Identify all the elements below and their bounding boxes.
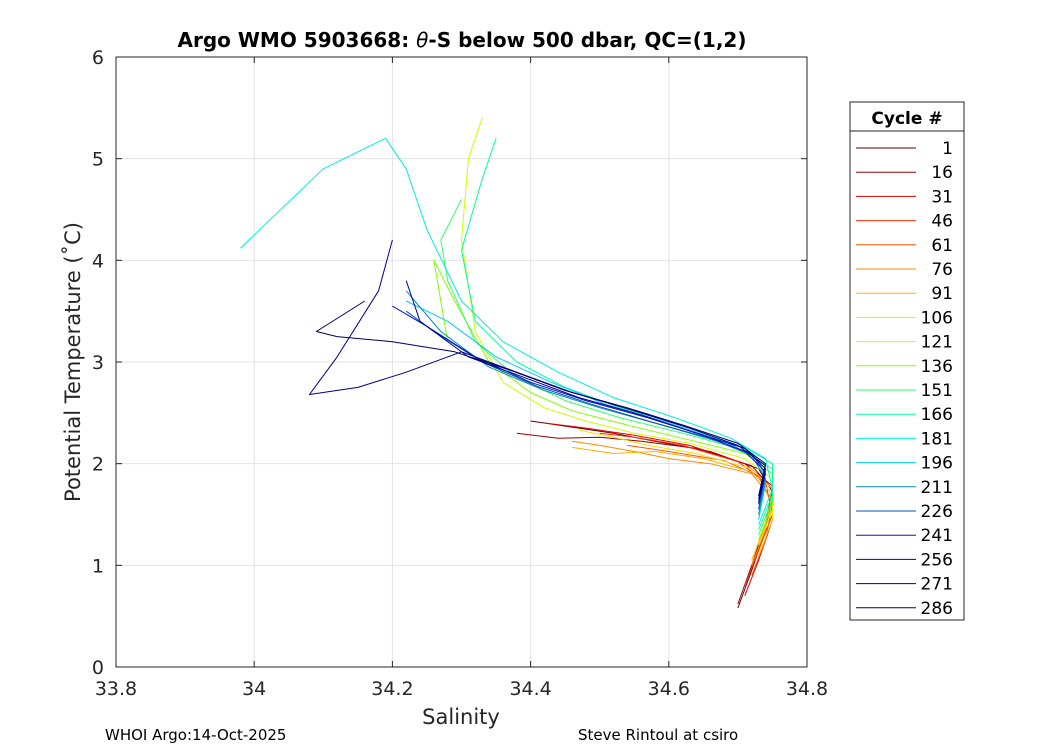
- series-line-cycle-226: [405, 310, 766, 510]
- legend-label-cycle-61: 61: [931, 236, 953, 256]
- legend-label-cycle-226: 226: [921, 502, 953, 522]
- series-line-cycle-286: [315, 300, 766, 497]
- legend-label-cycle-166: 166: [921, 405, 953, 425]
- legend-label-cycle-136: 136: [921, 357, 953, 377]
- x-tick-label: 34.4: [509, 678, 551, 700]
- series-line-cycle-241: [392, 305, 766, 505]
- plot-area: [240, 117, 773, 609]
- legend-label-cycle-121: 121: [921, 333, 953, 353]
- y-tick-label: 4: [92, 250, 104, 272]
- series-line-cycle-76: [572, 440, 773, 566]
- legend-label-cycle-91: 91: [931, 284, 953, 304]
- legend-label-cycle-46: 46: [931, 212, 953, 232]
- x-axis-label: Salinity: [422, 705, 500, 729]
- y-tick-label: 3: [92, 352, 104, 374]
- series-line-cycle-106: [578, 429, 773, 556]
- chart-title: Argo WMO 5903668: θ-S below 500 dbar, QC…: [178, 28, 747, 52]
- x-tick-label: 34.8: [786, 678, 828, 700]
- x-tick-label: 34.2: [371, 678, 413, 700]
- series-line-cycle-271: [309, 239, 766, 500]
- x-tick-label: 34.6: [648, 678, 690, 700]
- y-tick-label: 1: [92, 555, 104, 577]
- legend-label-cycle-31: 31: [931, 187, 953, 207]
- y-tick-label: 5: [92, 149, 104, 171]
- legend-title: Cycle #: [871, 109, 942, 129]
- grid: [115, 56, 808, 668]
- legend-label-cycle-106: 106: [921, 308, 953, 328]
- legend-label-cycle-256: 256: [921, 550, 953, 570]
- x-tick-label: 34: [242, 678, 266, 700]
- legend-box: [849, 101, 965, 621]
- footer-left: WHOI Argo:14-Oct-2025: [105, 726, 287, 744]
- y-tick-label: 0: [92, 657, 104, 679]
- legend-label-cycle-196: 196: [921, 454, 953, 474]
- legend-label-cycle-151: 151: [921, 381, 953, 401]
- legend-label-cycle-181: 181: [921, 429, 953, 449]
- legend-label-cycle-16: 16: [931, 163, 953, 183]
- legend-items: 1 16 31 46 61 76 91 106 121 136 151 166 181 196 211 226…: [856, 139, 953, 619]
- y-tick-label: 2: [92, 454, 104, 476]
- legend-label-cycle-271: 271: [921, 575, 953, 595]
- footer-right: Steve Rintoul at csiro: [578, 726, 739, 744]
- y-axis-label: Potential Temperature (˚C): [61, 222, 85, 502]
- y-tick-label: 6: [92, 47, 104, 69]
- legend-label-cycle-1: 1: [942, 139, 953, 159]
- legend-label-cycle-211: 211: [921, 478, 953, 498]
- legend-label-cycle-76: 76: [931, 260, 953, 280]
- legend-label-cycle-286: 286: [921, 599, 953, 619]
- series-line-cycle-166: [461, 138, 773, 530]
- series-line-cycle-181: [240, 137, 773, 525]
- legend-label-cycle-241: 241: [921, 526, 953, 546]
- x-tick-label: 33.8: [95, 678, 137, 700]
- legend: Cycle # 11631466176911061211361511661811…: [849, 101, 965, 621]
